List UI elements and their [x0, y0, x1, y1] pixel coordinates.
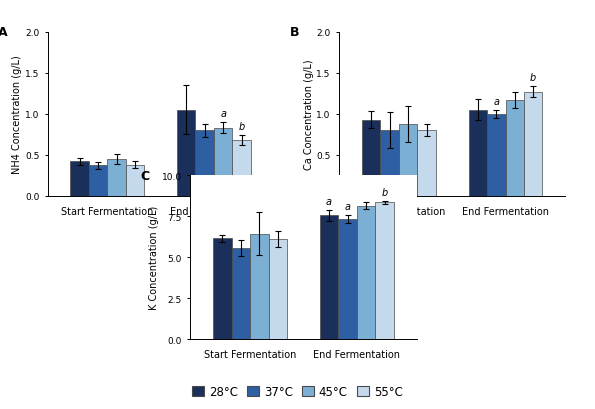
Text: C: C — [140, 169, 150, 182]
Bar — [380, 131, 399, 196]
Bar — [196, 131, 214, 196]
Bar — [268, 240, 287, 339]
Bar — [213, 239, 231, 339]
Text: a: a — [220, 109, 226, 119]
Bar — [177, 110, 196, 196]
Text: a: a — [326, 196, 332, 206]
Bar — [320, 216, 339, 339]
Text: b: b — [239, 122, 245, 132]
Bar — [126, 165, 145, 196]
Bar — [231, 249, 250, 339]
Bar — [89, 166, 107, 196]
Bar — [524, 92, 543, 196]
Text: A: A — [0, 26, 8, 39]
Bar — [399, 124, 417, 196]
Text: B: B — [289, 26, 299, 39]
Y-axis label: K Concentration (g/L): K Concentration (g/L) — [149, 206, 159, 310]
Bar — [487, 115, 506, 196]
Bar — [375, 203, 394, 339]
Y-axis label: Ca Concentration (g/L): Ca Concentration (g/L) — [303, 59, 314, 170]
Text: b: b — [381, 187, 387, 197]
Bar — [250, 234, 268, 339]
Bar — [417, 131, 436, 196]
Text: a: a — [345, 201, 350, 211]
Bar — [468, 110, 487, 196]
Y-axis label: NH4 Concentration (g/L): NH4 Concentration (g/L) — [12, 55, 22, 174]
Legend: 28°C, 37°C, 45°C, 55°C: 28°C, 37°C, 45°C, 55°C — [187, 381, 408, 403]
Text: b: b — [530, 73, 536, 83]
Text: a: a — [493, 97, 499, 106]
Bar — [233, 141, 251, 196]
Bar — [357, 206, 375, 339]
Bar — [362, 120, 380, 196]
Bar — [70, 162, 89, 196]
Bar — [506, 101, 524, 196]
Bar — [107, 160, 126, 196]
Bar — [339, 219, 357, 339]
Bar — [214, 128, 233, 196]
